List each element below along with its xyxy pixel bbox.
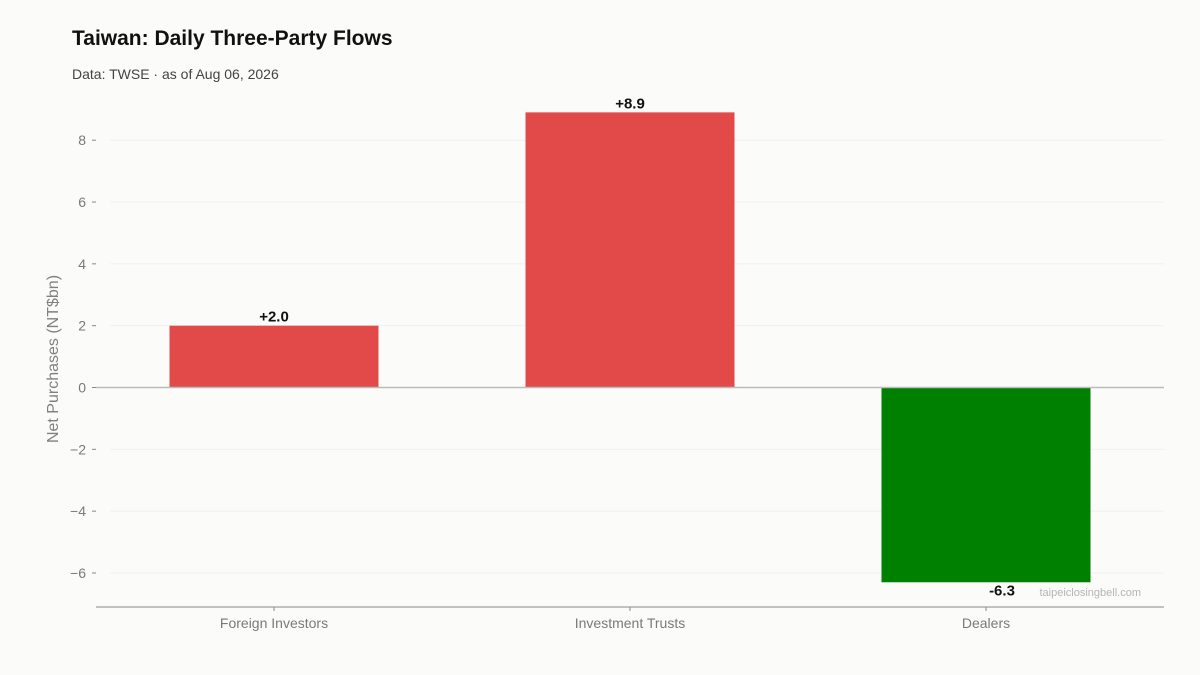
bar [881, 387, 1091, 583]
y-tick-label: 6 [78, 194, 86, 210]
y-tick-label: −6 [70, 565, 86, 581]
data-labels: +2.0 +8.9 -6.3 [259, 95, 1015, 599]
y-axis-title: Net Purchases (NT$bn) [45, 275, 62, 443]
bar [525, 112, 735, 388]
watermark: taipeiclosingbell.com [1040, 587, 1142, 599]
data-label: +2.0 [259, 309, 289, 326]
chart-subtitle: Data: TWSE · as of Aug 06, 2026 [72, 66, 279, 82]
x-tick-label: Investment Trusts [575, 615, 685, 631]
y-tick-label: −4 [70, 503, 86, 519]
data-label: +8.9 [615, 95, 645, 112]
y-tick-label: −2 [70, 441, 86, 457]
data-label: -6.3 [989, 582, 1015, 599]
y-tick-label: 0 [78, 380, 86, 396]
bar [169, 325, 379, 388]
x-tick-label: Foreign Investors [220, 615, 328, 631]
x-tick-label: Dealers [962, 615, 1010, 631]
axes: −6 −4 −2 0 2 4 6 8 Foreign Investors Investment T… [70, 132, 1164, 631]
bars [169, 112, 1091, 583]
chart-title: Taiwan: Daily Three-Party Flows [72, 27, 393, 50]
y-tick-label: 4 [78, 256, 86, 272]
y-tick-label: 2 [78, 318, 86, 334]
y-tick-label: 8 [78, 132, 86, 148]
